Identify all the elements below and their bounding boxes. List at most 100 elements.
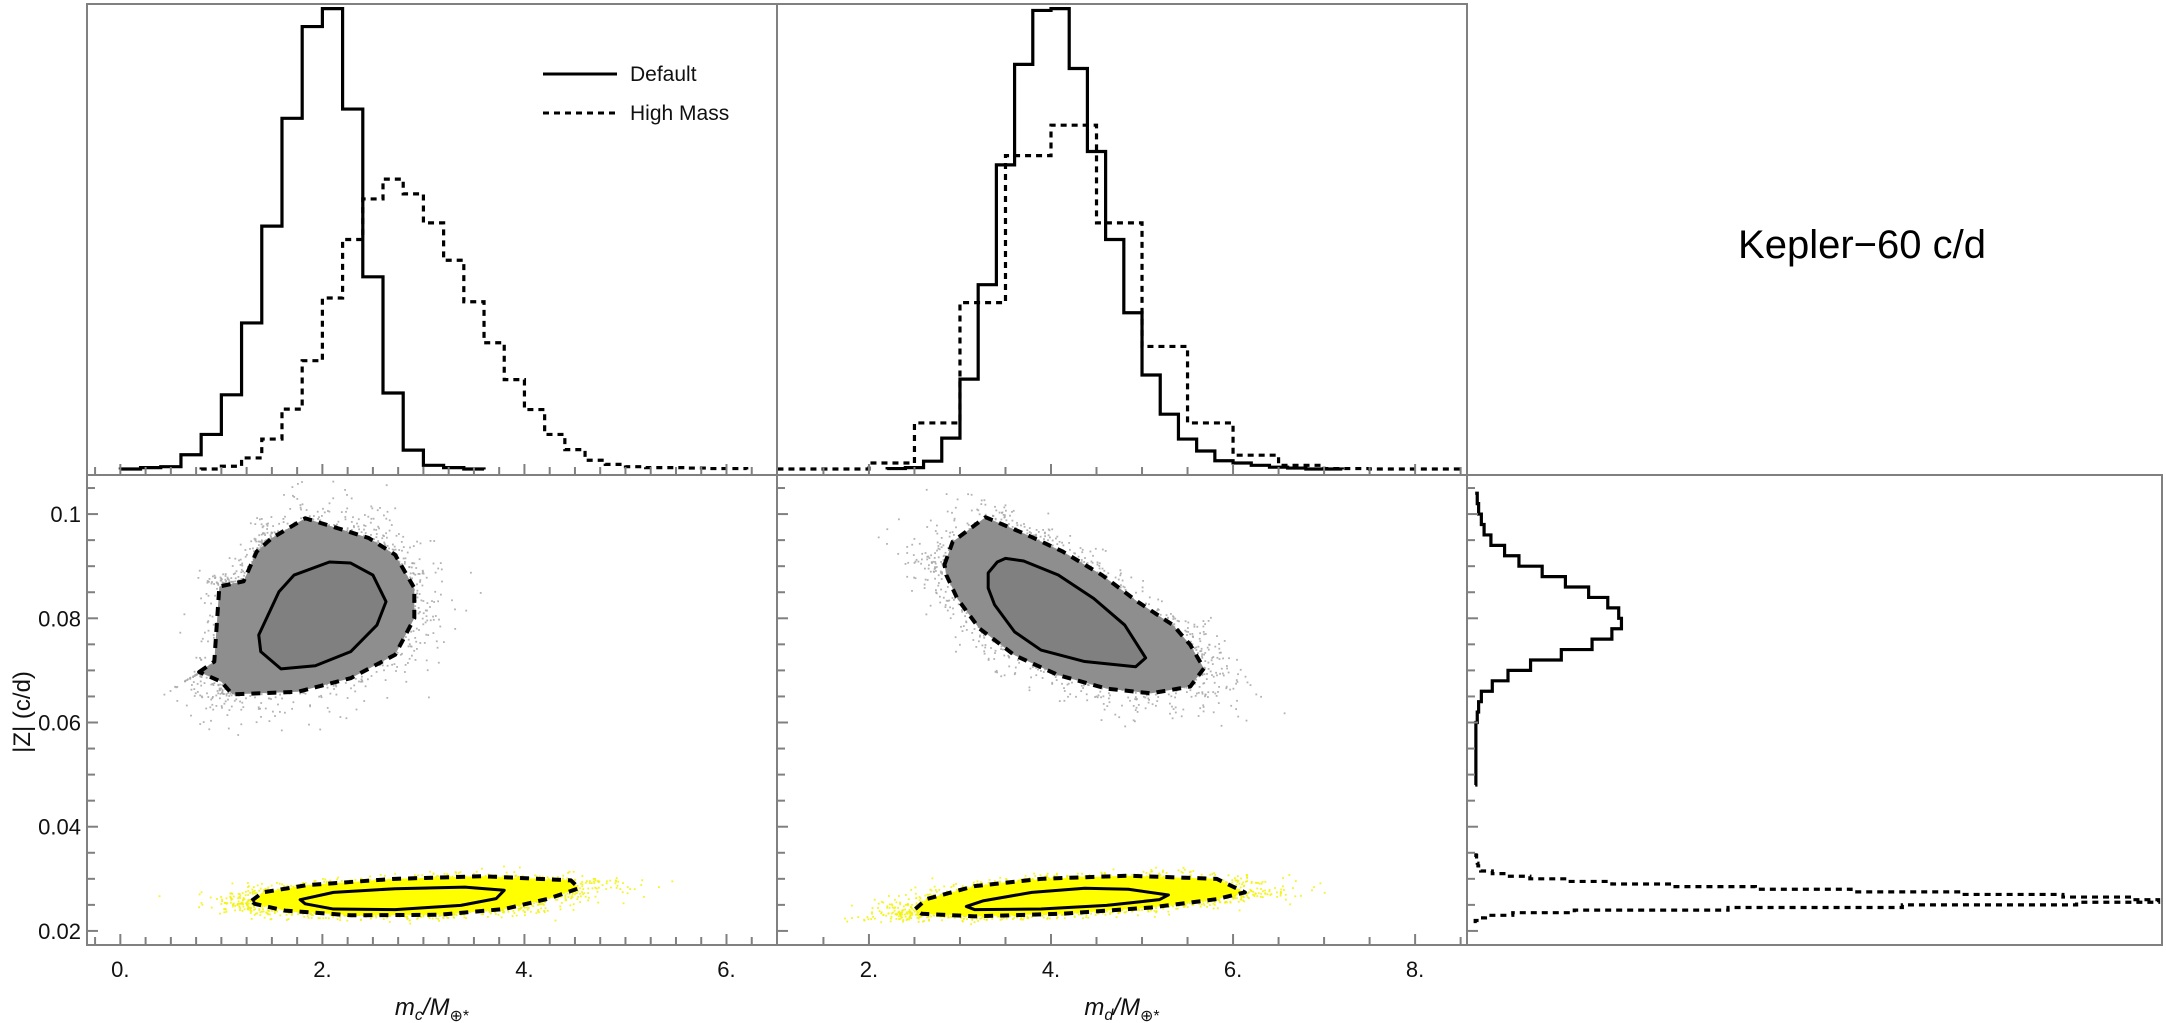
scatter-point-high-mass: [1168, 905, 1170, 908]
scatter-point-default: [942, 559, 945, 561]
scatter-point-default: [416, 583, 418, 586]
scatter-point-default: [1043, 532, 1046, 535]
scatter-point-default: [992, 640, 995, 643]
scatter-point-default: [1005, 519, 1008, 522]
scatter-point-default: [367, 515, 370, 518]
scatter-point-high-mass: [432, 872, 435, 875]
scatter-point-high-mass: [593, 882, 596, 885]
scatter-point-default: [375, 536, 378, 539]
scatter-point-default: [210, 602, 212, 605]
scatter-point-high-mass: [1257, 892, 1260, 895]
scatter-point-default: [268, 697, 271, 700]
scatter-point-default: [217, 683, 220, 686]
scatter-point-high-mass: [562, 874, 565, 877]
scatter-point-default: [406, 551, 409, 554]
scatter-point-default: [193, 670, 196, 673]
scatter-point-default: [355, 708, 358, 711]
scatter-point-high-mass: [247, 882, 249, 884]
scatter-point-default: [423, 642, 426, 644]
scatter-point-high-mass: [582, 888, 585, 890]
scatter-point-high-mass: [261, 905, 264, 908]
scatter-point-default: [230, 580, 233, 583]
scatter-point-high-mass: [386, 916, 388, 919]
scatter-point-default: [965, 612, 968, 614]
scatter-point-high-mass: [615, 880, 617, 883]
scatter-point-default: [1069, 548, 1071, 551]
scatter-point-default: [386, 510, 389, 513]
scatter-point-default: [419, 642, 422, 644]
scatter-point-default: [1189, 633, 1192, 636]
scatter-point-default: [1216, 656, 1219, 659]
scatter-point-default: [235, 570, 238, 573]
scatter-point-high-mass: [1008, 914, 1011, 917]
scatter-point-default: [886, 528, 889, 531]
scatter-point-high-mass: [416, 918, 419, 920]
scatter-point-high-mass: [564, 899, 567, 902]
scatter-point-default: [270, 698, 272, 700]
scatter-point-high-mass: [597, 880, 599, 882]
scatter-point-default: [195, 656, 198, 659]
scatter-point-default: [1122, 585, 1125, 588]
scatter-point-default: [427, 634, 430, 636]
scatter-point-default: [1037, 668, 1039, 671]
scatter-point-high-mass: [302, 882, 304, 884]
scatter-point-default: [205, 593, 208, 595]
scatter-point-default: [358, 680, 360, 683]
scatter-point-high-mass: [254, 908, 256, 911]
scatter-point-default: [1077, 555, 1080, 558]
scatter-point-high-mass: [481, 867, 483, 870]
scatter-point-default: [422, 572, 425, 575]
scatter-point-default: [927, 567, 930, 570]
scatter-point-high-mass: [886, 906, 889, 909]
scatter-point-default: [1195, 646, 1198, 649]
scatter-point-default: [1085, 693, 1088, 696]
scatter-point-default: [1216, 635, 1218, 637]
scatter-point-high-mass: [1252, 893, 1254, 896]
scatter-point-high-mass: [432, 876, 435, 879]
scatter-point-default: [221, 689, 224, 692]
scatter-point-default: [937, 556, 940, 559]
scatter-point-default: [372, 517, 375, 520]
scatter-point-default: [1151, 703, 1154, 706]
scatter-point-high-mass: [265, 911, 268, 914]
scatter-point-default: [185, 704, 188, 707]
scatter-point-default: [221, 688, 224, 691]
scatter-point-default: [297, 483, 299, 485]
scatter-point-default: [228, 709, 231, 711]
scatter-point-default: [410, 566, 413, 569]
scatter-point-default: [402, 535, 405, 538]
scatter-point-default: [1228, 657, 1230, 660]
scatter-point-default: [1051, 683, 1054, 685]
scatter-point-high-mass: [435, 917, 438, 919]
scatter-point-default: [1003, 674, 1006, 677]
scatter-point-high-mass: [594, 878, 597, 880]
scatter-point-default: [1032, 534, 1034, 537]
scatter-point-high-mass: [1256, 895, 1259, 897]
scatter-point-high-mass: [581, 885, 584, 888]
scatter-point-default: [1185, 686, 1188, 689]
scatter-point-default: [345, 717, 348, 720]
scatter-point-default: [1249, 684, 1252, 686]
scatter-point-high-mass: [575, 892, 578, 894]
scatter-point-high-mass: [880, 921, 883, 924]
scatter-point-high-mass: [562, 877, 564, 880]
scatter-point-high-mass: [1104, 913, 1107, 916]
scatter-point-high-mass: [517, 907, 520, 910]
scatter-point-default: [183, 613, 186, 616]
scatter-point-default: [1222, 657, 1224, 660]
scatter-point-default: [196, 683, 199, 685]
scatter-point-default: [1187, 627, 1189, 629]
scatter-point-high-mass: [247, 894, 249, 896]
scatter-point-high-mass: [505, 871, 508, 874]
scatter-point-default: [1202, 620, 1205, 622]
scatter-point-default: [357, 525, 360, 528]
scatter-point-high-mass: [889, 903, 891, 906]
scatter-point-default: [235, 698, 238, 701]
scatter-point-default: [270, 532, 273, 535]
scatter-point-high-mass: [1163, 875, 1165, 878]
scatter-point-default: [257, 540, 260, 543]
scatter-point-default: [1180, 715, 1183, 718]
scatter-point-high-mass: [502, 875, 505, 878]
scatter-point-default: [941, 562, 944, 565]
scatter-point-default: [1215, 695, 1218, 697]
